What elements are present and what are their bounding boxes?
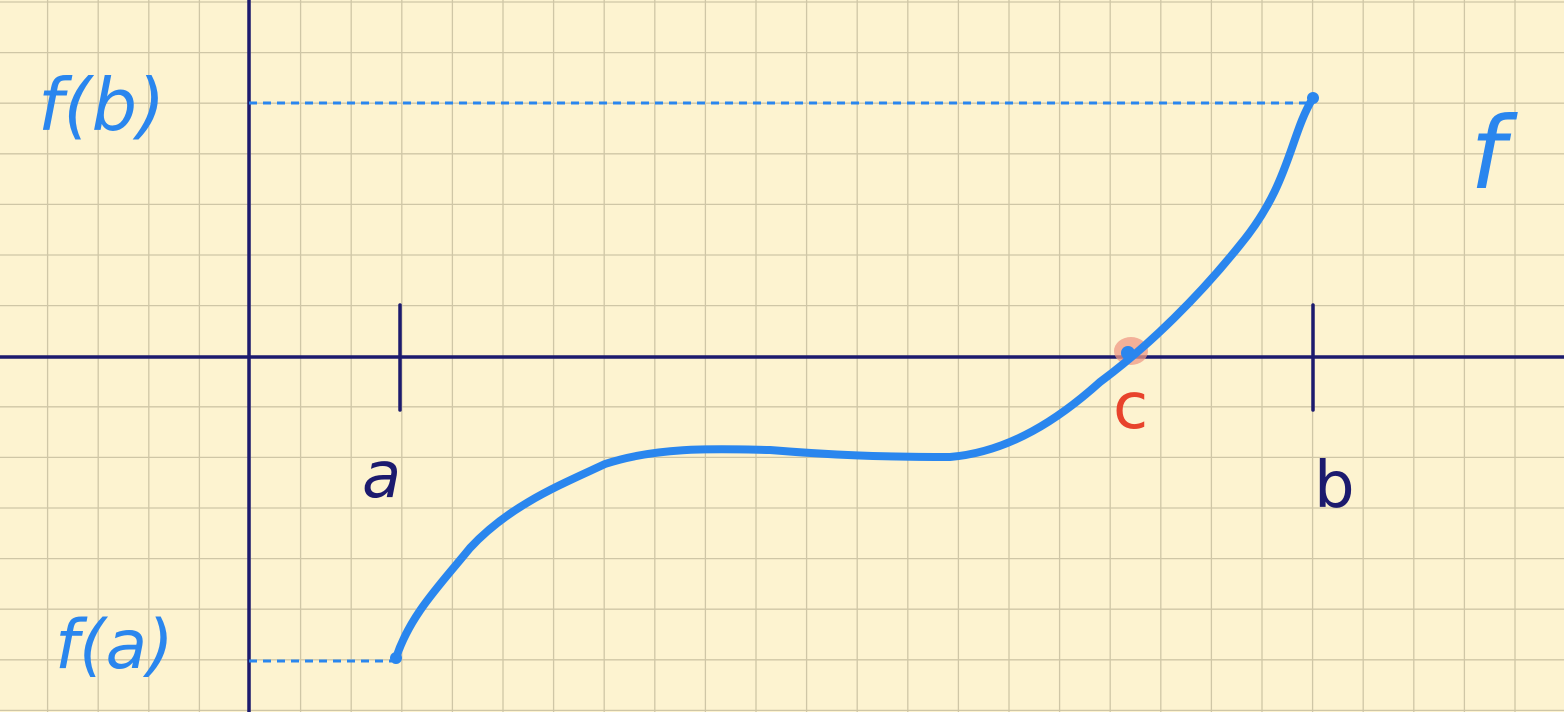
label-f-of-a: f(a) (55, 606, 174, 685)
point-b-fb (1307, 92, 1319, 104)
label-f-of-b: f(b) (38, 63, 165, 147)
root-point-c (1121, 346, 1135, 360)
label-b: b (1314, 449, 1355, 523)
function-curve (392, 94, 1317, 662)
label-c: c (1113, 370, 1148, 444)
point-a-fa (390, 652, 402, 664)
label-a: a (362, 439, 401, 513)
